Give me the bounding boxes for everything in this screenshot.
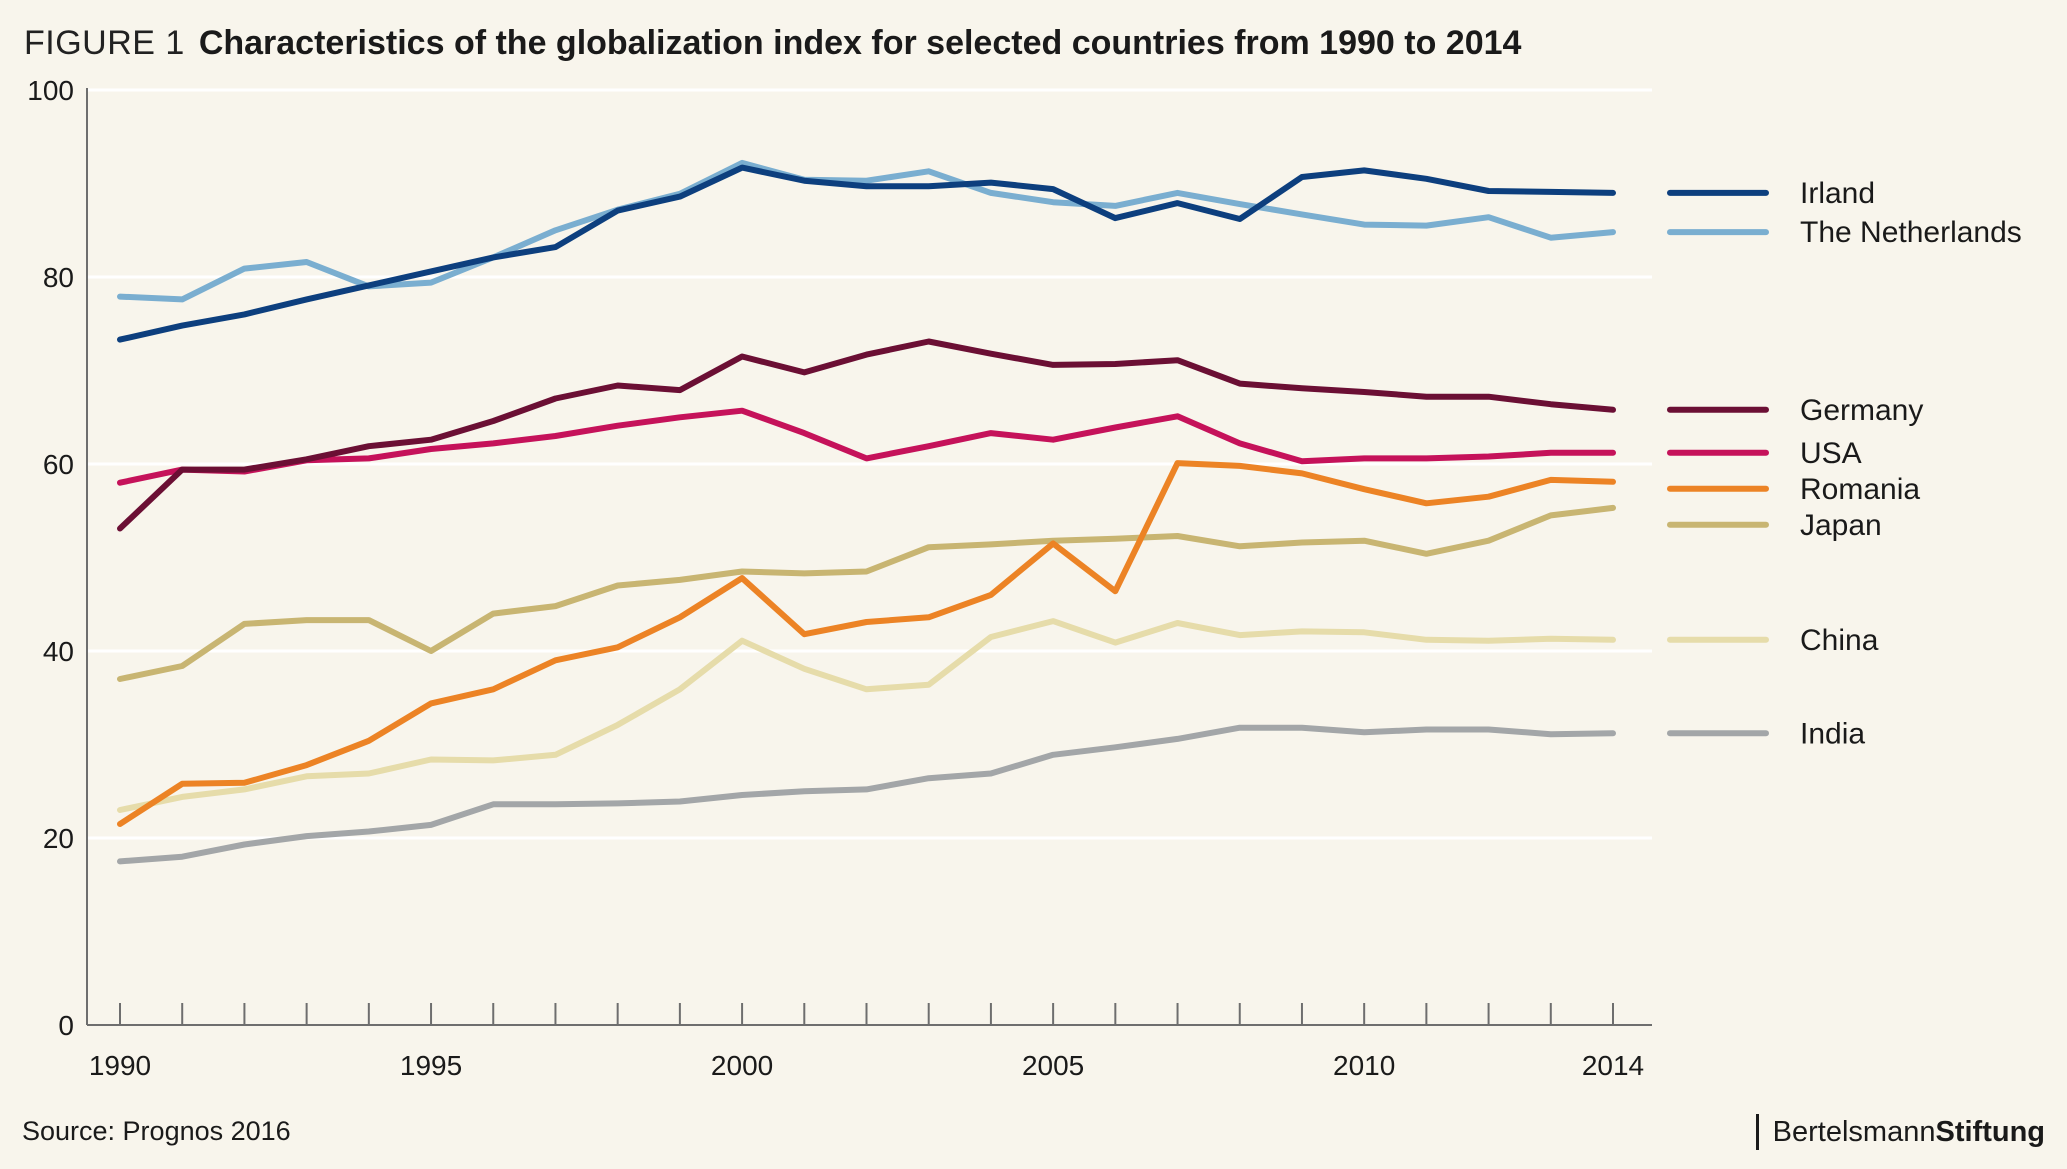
axes: 0 20 40 60 80 100 1990 1995 2000 2005 2010 2014 <box>27 75 1652 1081</box>
y-tick-label: 100 <box>27 75 74 106</box>
series-line-china <box>117 618 1616 813</box>
legend-label-india: India <box>1800 717 1865 750</box>
legend-label-china: China <box>1800 624 1879 657</box>
y-tick-label: 80 <box>43 262 74 293</box>
series-line-romania <box>117 460 1616 827</box>
y-tick-label: 0 <box>58 1010 74 1041</box>
source-note: Source: Prognos 2016 <box>22 1116 291 1146</box>
series-line-germany <box>117 338 1616 532</box>
x-tick-label: 1995 <box>400 1050 462 1081</box>
brand-logo: BertelsmannStiftung <box>1755 1114 2045 1150</box>
x-tick-label: 2014 <box>1582 1050 1644 1081</box>
y-tick-label: 20 <box>43 823 74 854</box>
series-line-irland <box>117 164 1616 343</box>
brand-part-2: Stiftung <box>1935 1116 2045 1148</box>
brand-part-1: Bertelsmann <box>1772 1116 1936 1148</box>
legend-label-germany: Germany <box>1800 394 1923 427</box>
y-tick-label: 40 <box>43 636 74 667</box>
y-tick-label: 60 <box>43 449 74 480</box>
x-tick-label: 1990 <box>89 1050 151 1081</box>
legend: Irland The Netherlands Germany USARomaniaJa… <box>1667 177 2022 750</box>
x-tick-label: 2005 <box>1022 1050 1084 1081</box>
series-line-india <box>117 724 1616 865</box>
x-tick-label: 2000 <box>711 1050 773 1081</box>
legend-label-japan: Japan <box>1800 509 1882 542</box>
legend-label-the-netherlands: The Netherlands <box>1800 216 2022 249</box>
series-lines <box>117 159 1616 865</box>
figure-title: Characteristics of the globalization ind… <box>198 24 1522 62</box>
legend-label-usa: USA <box>1800 437 1862 470</box>
grid-lines <box>87 88 1652 840</box>
legend-label-irland: Irland <box>1800 177 1875 210</box>
series-line-usa <box>117 407 1616 486</box>
x-tick-label: 2010 <box>1333 1050 1395 1081</box>
legend-label-romania: Romania <box>1800 473 1920 506</box>
figure-label: FIGURE 1 <box>24 24 185 62</box>
series-line-japan <box>117 504 1616 682</box>
chart-title: FIGURE 1 Characteristics of the globaliza… <box>24 18 1521 68</box>
